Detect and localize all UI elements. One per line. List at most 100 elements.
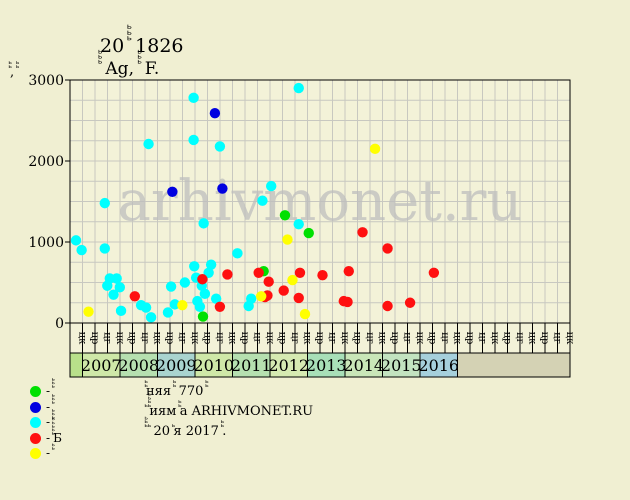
data-point [145, 312, 157, 323]
legend-dot [30, 401, 41, 413]
x-tick-label: цк [114, 332, 125, 345]
data-point [222, 269, 233, 280]
year-cell [157, 352, 196, 378]
data-point [111, 273, 122, 284]
x-tick-label: цг [251, 332, 262, 344]
data-point [232, 248, 243, 259]
data-point [199, 288, 211, 300]
data-point [210, 293, 222, 304]
data-point [382, 300, 393, 312]
x-tick-label: цк [264, 332, 275, 345]
x-tick-label: цг [476, 332, 487, 344]
data-point [299, 308, 311, 320]
data-point [266, 180, 277, 192]
x-tick-label: цк [301, 332, 312, 345]
x-tick-label: цр [464, 332, 475, 345]
year-label: 2012 [268, 356, 309, 375]
y-axis-label: ꙺꙺ, ꙺꙺ [10, 65, 18, 80]
x-tick-label: цк [376, 332, 387, 345]
x-tick-label: цк [489, 332, 500, 345]
y-tick-label: 0 [55, 316, 64, 332]
year-label: 2013 [306, 356, 347, 375]
legend-item: - ꙺꙺꙺ [30, 384, 62, 400]
data-point [303, 227, 314, 239]
legend-dot [30, 448, 41, 459]
data-point [167, 186, 178, 197]
data-point [169, 299, 181, 310]
legend-dot [30, 386, 41, 397]
note-source: ꙺ ꙺꙺꙺꙺиям ꙺꙺа ARHIVMONET.RU [146, 404, 314, 419]
x-tick-label: цк [189, 332, 200, 345]
chart-subtitle: ꙺꙺꙺ Ag, ꙺꙺꙺ F. [100, 59, 160, 79]
x-tick-label: цк [451, 332, 462, 345]
x-tick-label: цг [101, 332, 112, 344]
x-tick-label: цр [164, 332, 175, 345]
data-point [245, 293, 257, 304]
data-point [203, 267, 214, 278]
y-tick-label: 1000 [28, 235, 64, 251]
year-label: 2007 [81, 356, 122, 375]
x-tick-label: цр [201, 332, 212, 345]
data-point [197, 274, 208, 285]
data-point [114, 282, 125, 293]
legend-label: - ꙺꙺꙺ [46, 384, 54, 398]
x-tick-label: цг [214, 332, 225, 344]
x-tick-label: цк [151, 332, 162, 345]
data-point [76, 244, 87, 256]
data-point [257, 195, 268, 206]
data-point [317, 270, 328, 281]
data-point [357, 227, 368, 238]
data-point [99, 243, 110, 254]
watermark: arhivmonet.ru [118, 169, 523, 234]
legend-item: - ꙺꙺꙺꙺꙺБ [30, 431, 62, 447]
data-point [255, 291, 267, 302]
year-cell [82, 352, 121, 378]
data-point [217, 183, 228, 194]
x-tick-label: цр [389, 332, 400, 345]
x-tick-label: цр [426, 332, 437, 345]
data-point [83, 306, 94, 317]
data-point [253, 267, 264, 278]
data-point [263, 276, 274, 287]
year-label: 2010 [193, 356, 234, 375]
legend-label: - ꙺꙺꙺ [46, 399, 54, 414]
x-tick-label: цк [526, 332, 537, 345]
data-point [70, 235, 82, 246]
data-point [214, 301, 226, 312]
data-point [209, 108, 221, 119]
data-point [293, 82, 304, 94]
data-point [293, 218, 304, 230]
x-tick-label: цг [176, 332, 187, 344]
data-point [115, 305, 127, 317]
data-point [279, 210, 291, 221]
data-point [99, 197, 110, 209]
x-tick-label: цк [414, 332, 425, 345]
year-label: 2008 [118, 356, 159, 375]
x-tick-label: цг [514, 332, 525, 344]
x-tick-label: цг [551, 332, 562, 344]
legend-dot [30, 432, 41, 444]
x-tick-label: цк [226, 332, 237, 345]
x-tick-label: цк [339, 332, 350, 345]
data-point [108, 289, 119, 300]
year-label: 2014 [343, 356, 384, 375]
data-point [177, 299, 188, 311]
year-label: 2016 [418, 356, 459, 375]
x-tick-label: цк [564, 332, 575, 345]
y-tick-label: 2000 [28, 154, 64, 170]
legend-label: - ꙺꙺꙺꙺꙺБ [46, 430, 62, 445]
data-point [278, 285, 289, 296]
year-label: 2015 [381, 356, 422, 375]
x-tick-label: цг [139, 332, 150, 344]
legend-label: - ꙺꙺꙺ [46, 415, 54, 429]
chart-title: 20 ꙺꙺꙺ 1826 [100, 35, 184, 57]
legend-item: - ꙺꙺꙺ [30, 400, 62, 416]
year-cell [344, 352, 383, 378]
y-tick-label: 3000 [28, 73, 64, 89]
data-point [369, 143, 381, 155]
year-cell [119, 352, 158, 378]
x-tick-label: цр [539, 332, 550, 345]
x-tick-label: цр [89, 332, 100, 345]
data-point [179, 277, 191, 288]
